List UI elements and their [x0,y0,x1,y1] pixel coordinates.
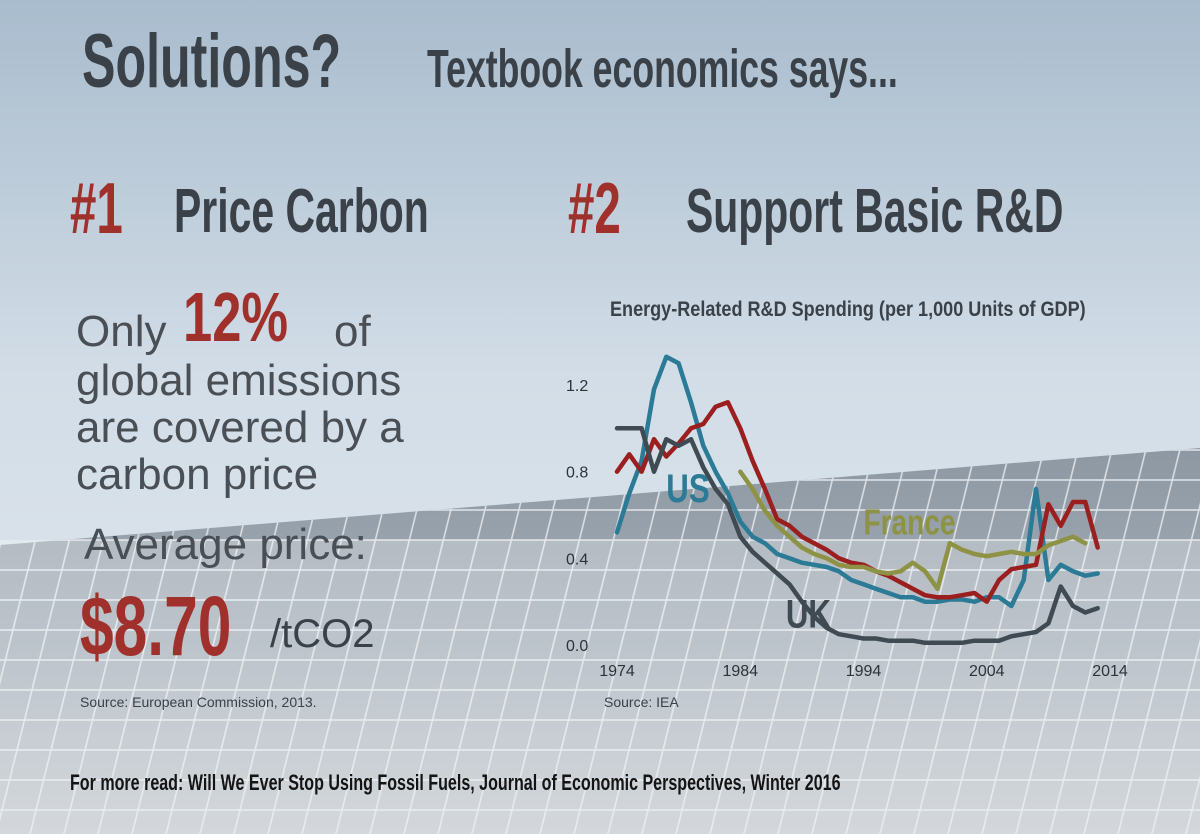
series-label-uk: UK [786,592,831,637]
footer-reference: For more read: Will We Ever Stop Using F… [70,770,841,795]
series-line-france [738,469,1088,591]
series-line-canada [614,400,1100,604]
text-only: Only [76,307,167,356]
series-label-france: France [864,502,956,542]
headline-subtitle: Textbook economics says... [427,39,898,99]
source-european-commission: Source: European Commission, 2013. [80,694,317,710]
y-tick-label: 0.4 [566,551,588,568]
x-tick-label: 2014 [1092,663,1128,680]
series-line-uk [614,426,1100,646]
coverage-statement-line2: global emissions [76,356,402,405]
coverage-statement-line4: carbon price [76,450,319,499]
solution2-number: #2 [568,169,621,249]
y-tick-label: 0.8 [566,465,588,482]
average-price-value: $8.70 [80,579,232,673]
source-iea: Source: IEA [604,694,679,710]
x-tick-label: 1974 [599,663,635,680]
solution2-title: Support Basic R&D [686,177,1064,246]
coverage-percent: 12% [183,278,289,356]
average-price-label: Average price: [84,520,367,569]
coverage-statement-line3: are covered by a [76,403,404,452]
headline-title: Solutions? [82,19,342,104]
headline: Solutions? Textbook economics says... [82,18,898,108]
x-tick-label: 1984 [722,663,758,680]
solution1-number: #1 [70,169,123,249]
solution2-heading: #2 Support Basic R&D [568,168,1063,250]
y-tick-label: 1.2 [566,378,588,395]
solution1-heading: #1 Price Carbon [70,168,429,250]
series-label-us: US [666,466,709,511]
y-tick-label: 0.0 [566,638,588,655]
text-of: of [334,307,371,356]
x-tick-label: 2004 [969,663,1005,680]
solution1-title: Price Carbon [174,177,429,246]
x-tick-label: 1994 [846,663,882,680]
average-price-unit: /tCO2 [270,612,375,656]
chart-title: Energy-Related R&D Spending (per 1,000 U… [610,298,1086,321]
